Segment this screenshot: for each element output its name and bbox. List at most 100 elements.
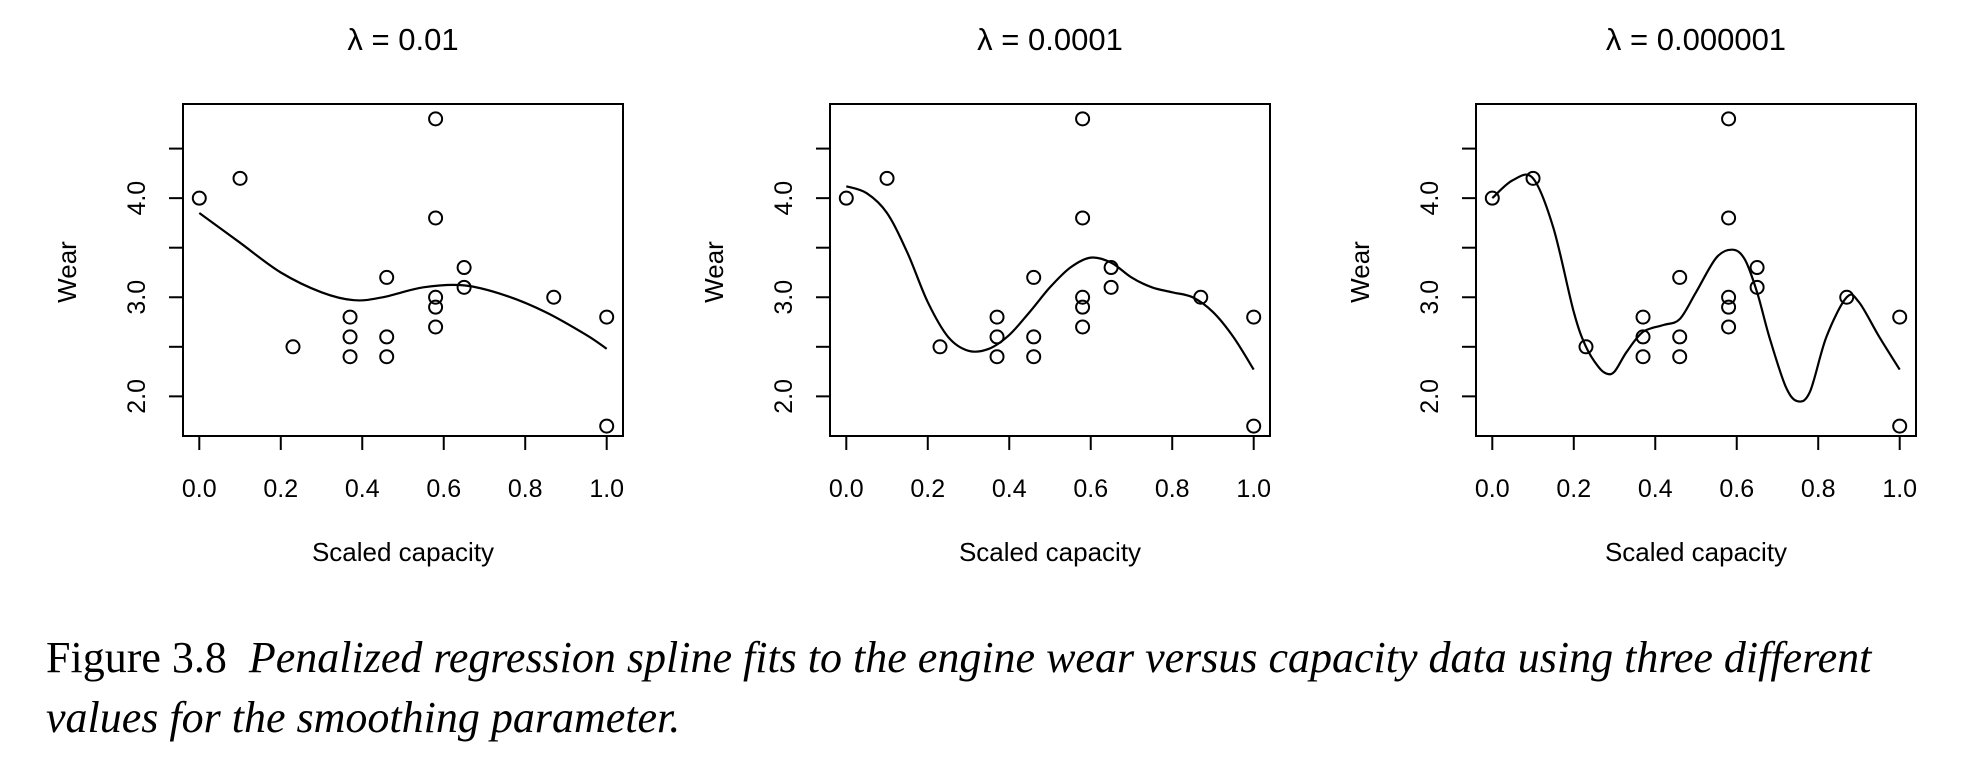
data-point [1075,299,1091,315]
data-point [456,279,472,295]
y-axis-label: Wear [699,241,729,303]
data-point [342,329,358,345]
x-axis-label: Scaled capacity [312,537,494,567]
data-point [428,210,444,226]
data-point [1721,210,1737,226]
data-point [285,339,301,355]
plot-frame [182,103,624,437]
chart-title: λ = 0.01 [347,22,458,57]
data-point [1578,339,1594,355]
data-point [342,349,358,365]
x-tick-label: 1.0 [1236,475,1271,503]
y-axis-label: Wear [1345,241,1375,303]
data-point [456,260,472,276]
chart-title: λ = 0.0001 [977,22,1123,57]
x-tick-label: 0.4 [992,475,1027,503]
x-axis-label: Scaled capacity [959,537,1141,567]
spline-fit-line [1491,173,1901,403]
figure-caption: Figure 3.8 Penalized regression spline f… [46,628,1946,748]
charts-area: λ = 0.01 0.0 0.2 0.4 0.6 0.8 1.0 Scaled capacit… [52,22,1917,567]
data-point [379,349,395,365]
data-point [1839,289,1855,305]
x-tick-label: 0.8 [1801,475,1836,503]
data-point [379,329,395,345]
caption-label: Figure 3.8 [46,633,227,682]
data-point [232,170,248,186]
x-tick-label: 0.8 [1155,475,1190,503]
data-point [1026,269,1042,285]
data-point [1246,418,1262,434]
caption-text: Penalized regression spline fits to the … [46,633,1872,742]
y-tick-label: 4.0 [1416,181,1444,216]
data-point [191,190,207,206]
data-point [1484,190,1500,206]
data-point [1721,319,1737,335]
y-tick-label: 3.0 [123,280,151,315]
plot-frame [829,103,1271,437]
x-tick-label: 1.0 [589,475,624,503]
data-point [379,269,395,285]
data-point [1635,309,1651,325]
data-point [932,339,948,355]
data-point [1672,349,1688,365]
y-tick-label: 4.0 [123,181,151,216]
data-point [879,170,895,186]
y-tick-label: 4.0 [770,181,798,216]
data-point [1672,269,1688,285]
y-tick-label: 2.0 [1416,379,1444,414]
data-point [989,309,1005,325]
x-tick-label: 0.0 [829,475,864,503]
x-tick-label: 1.0 [1882,475,1917,503]
data-point [838,190,854,206]
x-tick-label: 0.0 [182,475,217,503]
data-point [1075,111,1091,127]
data-point [599,418,615,434]
x-tick-label: 0.6 [426,475,461,503]
data-point [428,319,444,335]
data-point [428,111,444,127]
data-point [989,349,1005,365]
data-point [1892,418,1908,434]
data-point [1721,289,1737,305]
y-axis-label: Wear [52,241,82,303]
x-tick-label: 0.6 [1073,475,1108,503]
x-tick-label: 0.2 [910,475,945,503]
x-tick-label: 0.6 [1719,475,1754,503]
spline-fit-line [198,212,608,350]
chart-panel-3: λ = 0.000001 0.0 0.2 0.4 0.6 0.8 1.0 Scaled cap… [1345,22,1917,567]
y-tick-label: 2.0 [123,379,151,414]
data-point [1635,349,1651,365]
data-point [1246,309,1262,325]
data-point [1075,289,1091,305]
x-tick-label: 0.4 [345,475,380,503]
x-tick-label: 0.4 [1638,475,1673,503]
data-point [1075,319,1091,335]
data-point [1075,210,1091,226]
data-point [1672,329,1688,345]
data-point [1892,309,1908,325]
data-point [428,289,444,305]
data-point [1026,329,1042,345]
data-point [1749,260,1765,276]
plot-frame [1475,103,1917,437]
data-point [1721,299,1737,315]
data-point [1525,170,1541,186]
x-tick-label: 0.8 [508,475,543,503]
x-axis-label: Scaled capacity [1605,537,1787,567]
x-tick-label: 0.0 [1475,475,1510,503]
data-point [342,309,358,325]
chart-panel-2: λ = 0.0001 0.0 0.2 0.4 0.6 0.8 1.0 Scaled capac… [699,22,1271,567]
data-point [546,289,562,305]
chart-panel-1: λ = 0.01 0.0 0.2 0.4 0.6 0.8 1.0 Scaled capacit… [52,22,624,567]
y-tick-label: 2.0 [770,379,798,414]
data-point [599,309,615,325]
data-point [1103,279,1119,295]
x-tick-label: 0.2 [1556,475,1591,503]
data-point [1721,111,1737,127]
data-point [428,299,444,315]
y-tick-label: 3.0 [1416,280,1444,315]
y-tick-label: 3.0 [770,280,798,315]
data-point [1026,349,1042,365]
chart-title: λ = 0.000001 [1606,22,1786,57]
